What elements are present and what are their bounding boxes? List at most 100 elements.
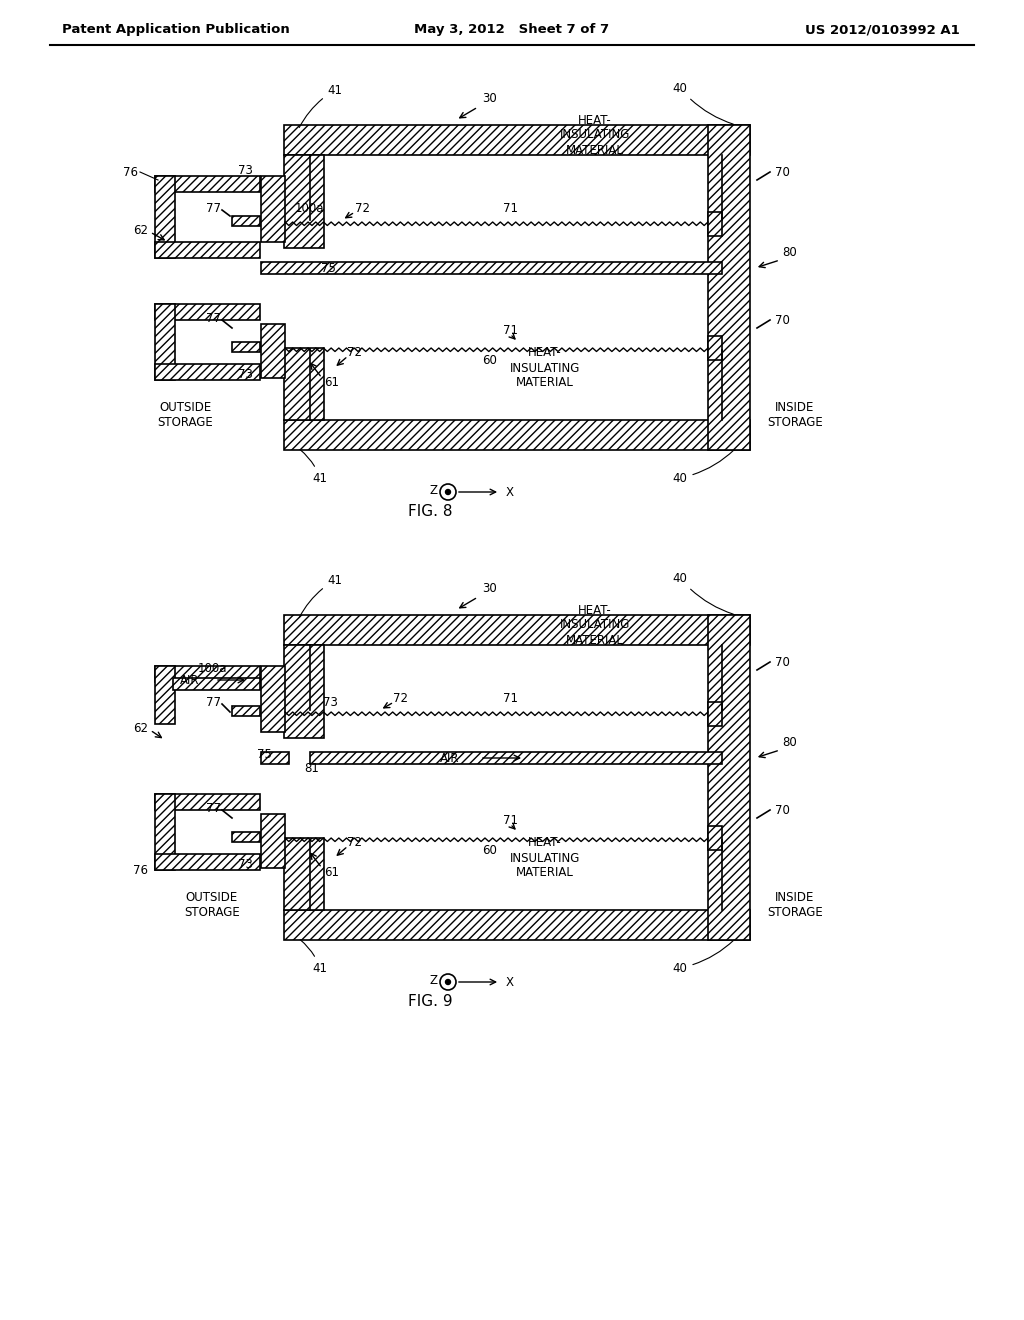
Bar bbox=[261, 814, 285, 869]
Text: 80: 80 bbox=[782, 246, 797, 259]
Text: Z: Z bbox=[430, 974, 438, 986]
Text: 72: 72 bbox=[354, 202, 370, 214]
Bar bbox=[708, 337, 722, 360]
Bar bbox=[155, 667, 175, 723]
Bar bbox=[155, 304, 260, 319]
Text: 73: 73 bbox=[239, 368, 253, 381]
Text: 71: 71 bbox=[503, 202, 517, 214]
Text: 77: 77 bbox=[206, 801, 221, 814]
Text: 41: 41 bbox=[299, 573, 342, 618]
Bar bbox=[284, 125, 750, 154]
Bar bbox=[232, 706, 260, 715]
Text: 75: 75 bbox=[257, 747, 272, 760]
Text: X: X bbox=[506, 975, 514, 989]
Bar bbox=[284, 909, 750, 940]
Text: 77: 77 bbox=[206, 202, 221, 214]
Circle shape bbox=[445, 490, 451, 495]
Text: HEAT-
INSULATING
MATERIAL: HEAT- INSULATING MATERIAL bbox=[560, 114, 630, 157]
Bar bbox=[708, 125, 750, 450]
Text: 41: 41 bbox=[299, 83, 342, 128]
Text: 70: 70 bbox=[775, 804, 790, 817]
Circle shape bbox=[445, 979, 451, 985]
Text: 70: 70 bbox=[775, 165, 790, 178]
Bar bbox=[261, 667, 285, 733]
Bar bbox=[173, 678, 260, 690]
Bar bbox=[708, 702, 722, 726]
Text: US 2012/0103992 A1: US 2012/0103992 A1 bbox=[805, 24, 961, 37]
Text: 72: 72 bbox=[347, 836, 362, 849]
Text: 70: 70 bbox=[775, 314, 790, 326]
Text: 76: 76 bbox=[133, 863, 148, 876]
Text: 80: 80 bbox=[782, 735, 797, 748]
Text: 30: 30 bbox=[482, 91, 498, 104]
Bar bbox=[284, 420, 750, 450]
Bar bbox=[284, 154, 324, 248]
Text: 73: 73 bbox=[323, 696, 338, 709]
Text: 61: 61 bbox=[325, 866, 340, 879]
Text: 60: 60 bbox=[482, 354, 498, 367]
Bar bbox=[155, 364, 260, 380]
Text: Patent Application Publication: Patent Application Publication bbox=[62, 24, 290, 37]
Bar bbox=[232, 832, 260, 842]
Bar bbox=[155, 304, 175, 380]
Bar bbox=[155, 795, 260, 810]
Bar bbox=[155, 176, 260, 191]
Text: AIR: AIR bbox=[440, 751, 460, 764]
Circle shape bbox=[440, 484, 456, 500]
Text: 40: 40 bbox=[673, 450, 734, 484]
Text: 70: 70 bbox=[775, 656, 790, 668]
Text: May 3, 2012   Sheet 7 of 7: May 3, 2012 Sheet 7 of 7 bbox=[415, 24, 609, 37]
Text: 71: 71 bbox=[503, 692, 517, 705]
Text: 41: 41 bbox=[300, 940, 328, 974]
Text: 77: 77 bbox=[206, 696, 221, 709]
Text: AIR: AIR bbox=[180, 673, 200, 686]
Text: 71: 71 bbox=[503, 323, 517, 337]
Text: 81: 81 bbox=[304, 762, 318, 775]
Text: INSIDE
STORAGE: INSIDE STORAGE bbox=[767, 891, 823, 919]
Text: 62: 62 bbox=[133, 722, 148, 734]
Text: HEAT-
INSULATING
MATERIAL: HEAT- INSULATING MATERIAL bbox=[560, 603, 630, 647]
Text: INSIDE
STORAGE: INSIDE STORAGE bbox=[767, 401, 823, 429]
Text: FIG. 9: FIG. 9 bbox=[408, 994, 453, 1010]
Text: HEAT-
INSULATING
MATERIAL: HEAT- INSULATING MATERIAL bbox=[510, 346, 581, 389]
Text: OUTSIDE
STORAGE: OUTSIDE STORAGE bbox=[157, 401, 213, 429]
Text: 100a: 100a bbox=[198, 661, 227, 675]
Bar bbox=[155, 854, 260, 870]
Bar bbox=[261, 323, 285, 378]
Bar bbox=[155, 176, 175, 257]
Bar bbox=[155, 667, 260, 682]
Bar bbox=[708, 615, 750, 940]
Circle shape bbox=[440, 974, 456, 990]
Bar bbox=[708, 213, 722, 236]
Text: 76: 76 bbox=[123, 165, 138, 178]
Bar bbox=[261, 176, 285, 242]
Text: 72: 72 bbox=[392, 692, 408, 705]
Bar bbox=[155, 242, 260, 257]
Text: 77: 77 bbox=[206, 312, 221, 325]
Text: 62: 62 bbox=[133, 223, 148, 236]
Bar bbox=[261, 261, 722, 275]
Bar bbox=[284, 615, 750, 645]
Text: 61: 61 bbox=[325, 375, 340, 388]
Bar bbox=[232, 342, 260, 352]
Text: OUTSIDE
STORAGE: OUTSIDE STORAGE bbox=[184, 891, 240, 919]
Bar bbox=[232, 216, 260, 226]
Text: 41: 41 bbox=[300, 450, 328, 484]
Text: 75: 75 bbox=[321, 261, 336, 275]
Text: Z: Z bbox=[430, 483, 438, 496]
Bar bbox=[261, 752, 289, 764]
Text: 40: 40 bbox=[673, 82, 733, 124]
Bar bbox=[284, 348, 324, 420]
Bar bbox=[155, 795, 175, 870]
Text: 40: 40 bbox=[673, 940, 734, 974]
Text: HEAT-
INSULATING
MATERIAL: HEAT- INSULATING MATERIAL bbox=[510, 837, 581, 879]
Text: 60: 60 bbox=[482, 843, 498, 857]
Bar bbox=[310, 752, 722, 764]
Text: 73: 73 bbox=[239, 164, 253, 177]
Bar bbox=[708, 826, 722, 850]
Text: 100a: 100a bbox=[295, 202, 325, 214]
Text: 72: 72 bbox=[347, 346, 362, 359]
Text: FIG. 8: FIG. 8 bbox=[408, 504, 453, 520]
Text: 40: 40 bbox=[673, 572, 733, 614]
Bar bbox=[284, 645, 324, 738]
